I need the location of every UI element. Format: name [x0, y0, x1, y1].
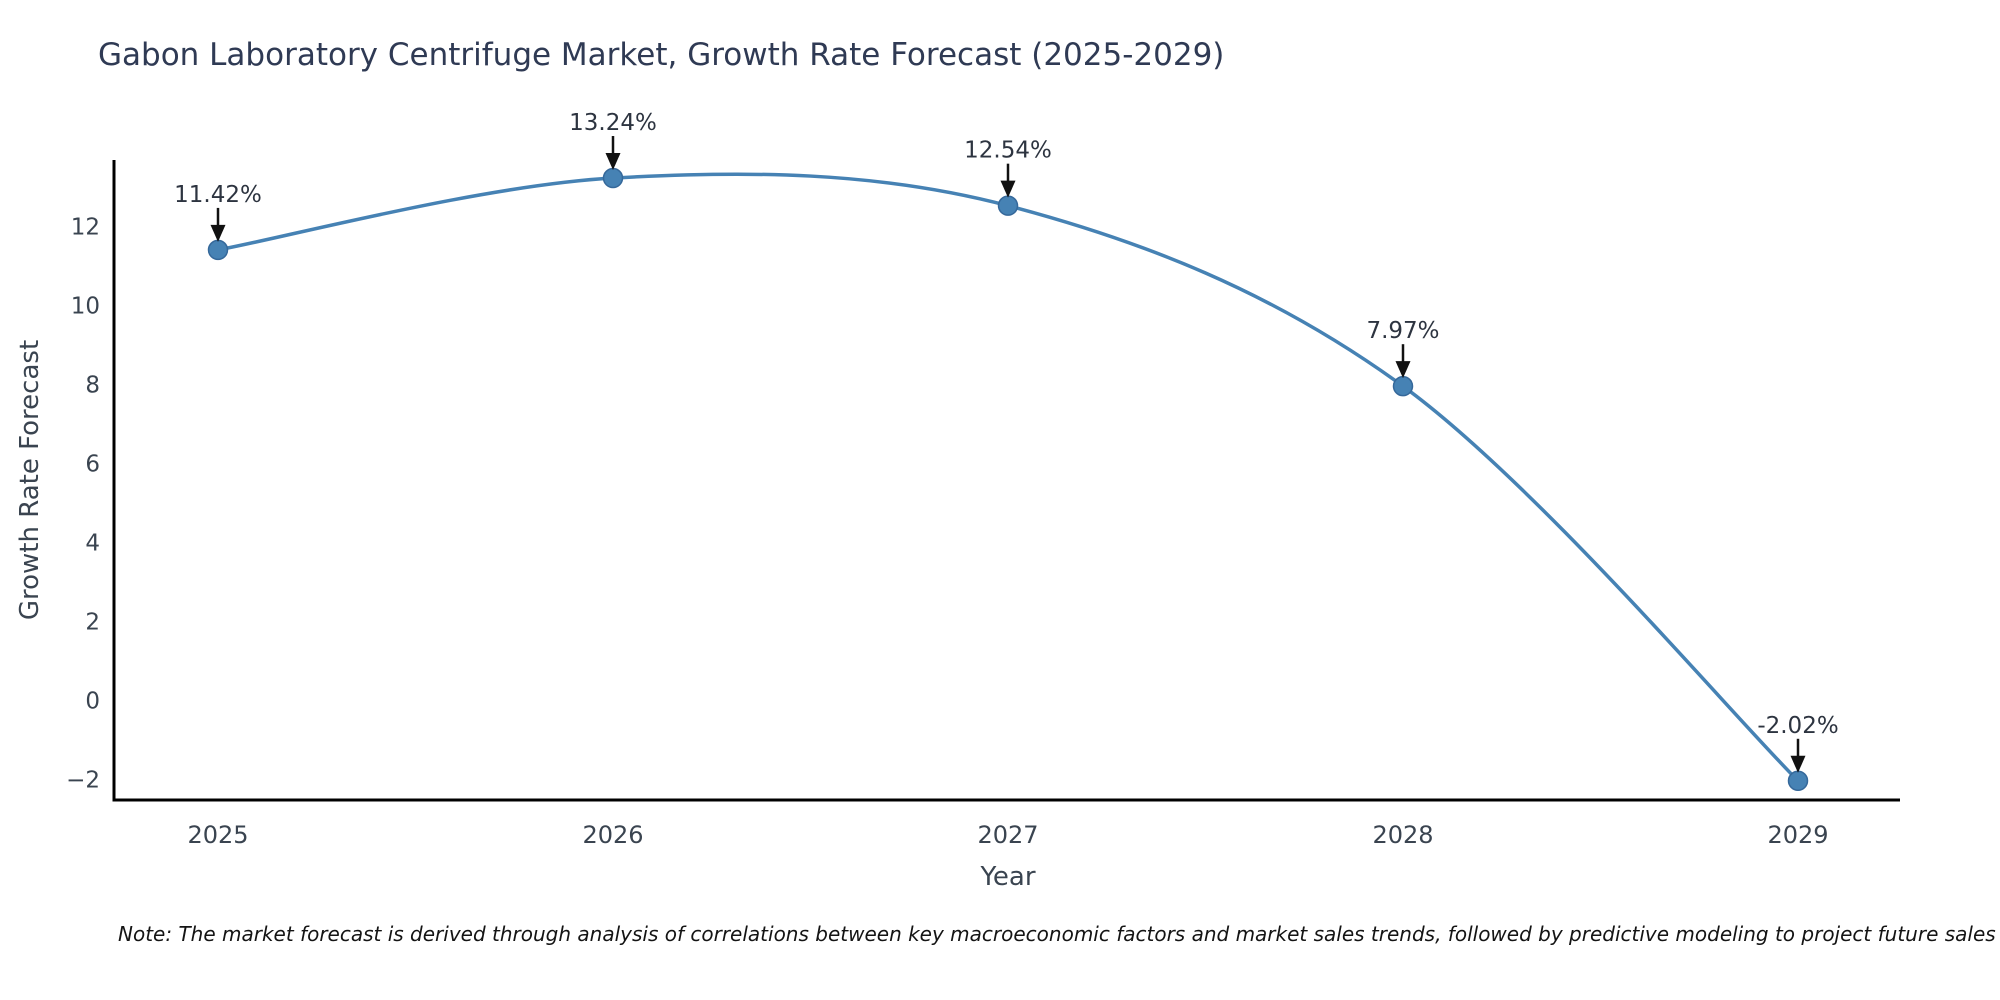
y-tick-label: 2: [85, 610, 100, 636]
x-tick-label: 2027: [977, 821, 1038, 849]
trend-line: [216, 172, 1800, 783]
point-value-label: 11.42%: [174, 182, 262, 208]
y-tick-label: −2: [66, 768, 100, 794]
x-tick-label: 2026: [582, 821, 643, 849]
data-point: [1787, 770, 1809, 792]
y-tick-label: 6: [85, 452, 100, 478]
annotation-arrow-head: [605, 153, 621, 171]
x-axis-title: Year: [980, 862, 1036, 892]
annotation-arrow-head: [1395, 361, 1411, 379]
y-tick-label: 12: [71, 215, 100, 241]
annotation-arrow-head: [210, 224, 226, 242]
point-value-label: 12.54%: [964, 138, 1052, 164]
point-value-label: 7.97%: [1366, 318, 1439, 344]
y-tick-label: 10: [71, 294, 100, 320]
y-tick-label: 8: [85, 373, 100, 399]
annotation-arrow-head: [1790, 755, 1806, 773]
data-point: [1392, 375, 1414, 397]
y-tick-label: 4: [85, 531, 100, 557]
footnote: Note: The market forecast is derived thr…: [118, 922, 1996, 946]
x-tick-label: 2025: [187, 821, 248, 849]
point-value-label: 13.24%: [569, 110, 657, 136]
point-value-label: -2.02%: [1757, 713, 1838, 739]
annotation-arrow-head: [1000, 180, 1016, 198]
data-point: [602, 167, 624, 189]
data-point: [997, 195, 1019, 216]
y-axis-title: Growth Rate Forecast: [15, 339, 45, 621]
x-tick-label: 2028: [1372, 821, 1433, 849]
x-tick-label: 2029: [1767, 821, 1828, 849]
y-tick-label: 0: [85, 689, 100, 715]
data-point: [207, 239, 229, 261]
chart-title: Gabon Laboratory Centrifuge Market, Grow…: [98, 37, 1225, 73]
